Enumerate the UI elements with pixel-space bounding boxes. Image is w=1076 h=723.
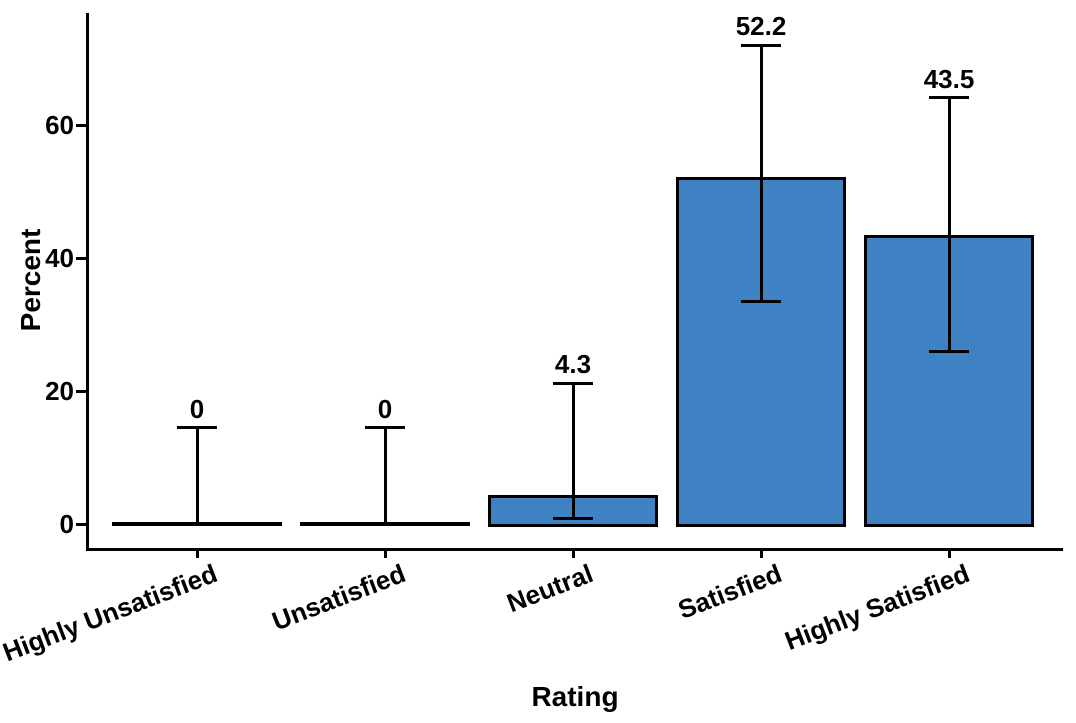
x-axis-line: [86, 548, 1063, 551]
x-tick-label-highly-unsatisfied: Highly Unsatisfied: [0, 558, 222, 668]
error-bar-cap-bottom: [553, 517, 593, 521]
y-tick-label: 60: [45, 110, 74, 140]
value-label-highly-unsatisfied: 0: [189, 393, 205, 424]
value-label-unsatisfied: 0: [377, 393, 393, 424]
x-tick-label-highly-satisfied: Highly Satisfied: [780, 558, 974, 656]
error-bar-cap-top: [741, 43, 781, 47]
y-tick-mark: [76, 389, 86, 393]
error-bar-cap-bottom: [929, 350, 969, 354]
y-tick-mark: [76, 522, 86, 526]
value-label-neutral: 4.3: [554, 349, 592, 380]
x-axis-title: Rating: [531, 681, 619, 712]
error-bar-cap-bottom: [741, 300, 781, 304]
y-tick-mark: [76, 123, 86, 127]
error-bar-cap-bottom: [177, 522, 217, 526]
x-tick-label-unsatisfied: Unsatisfied: [267, 558, 410, 637]
error-bar-highly-unsatisfied: [195, 427, 199, 524]
y-tick-label: 20: [45, 376, 74, 406]
y-tick-label: 40: [45, 243, 74, 273]
y-tick-label: 0: [59, 509, 74, 539]
y-tick-mark: [76, 256, 86, 260]
x-tick-mark: [195, 548, 199, 558]
x-tick-mark: [571, 548, 575, 558]
error-bar-cap-top: [177, 426, 217, 430]
x-tick-mark: [383, 548, 387, 558]
error-bar-cap-top: [365, 426, 405, 430]
x-tick-mark: [759, 548, 763, 558]
error-bar-cap-bottom: [365, 522, 405, 526]
error-bar-unsatisfied: [383, 427, 387, 524]
error-bar-satisfied: [759, 45, 763, 302]
value-label-highly-satisfied: 43.5: [923, 63, 975, 94]
x-tick-mark: [947, 548, 951, 558]
error-bar-cap-top: [553, 381, 593, 385]
x-tick-label-neutral: Neutral: [503, 558, 598, 619]
error-bar-neutral: [571, 383, 575, 519]
error-bar-cap-top: [929, 96, 969, 100]
value-label-satisfied: 52.2: [735, 11, 787, 42]
x-tick-label-satisfied: Satisfied: [673, 558, 786, 625]
error-bar-highly-satisfied: [947, 97, 951, 352]
y-axis-line: [86, 13, 89, 551]
